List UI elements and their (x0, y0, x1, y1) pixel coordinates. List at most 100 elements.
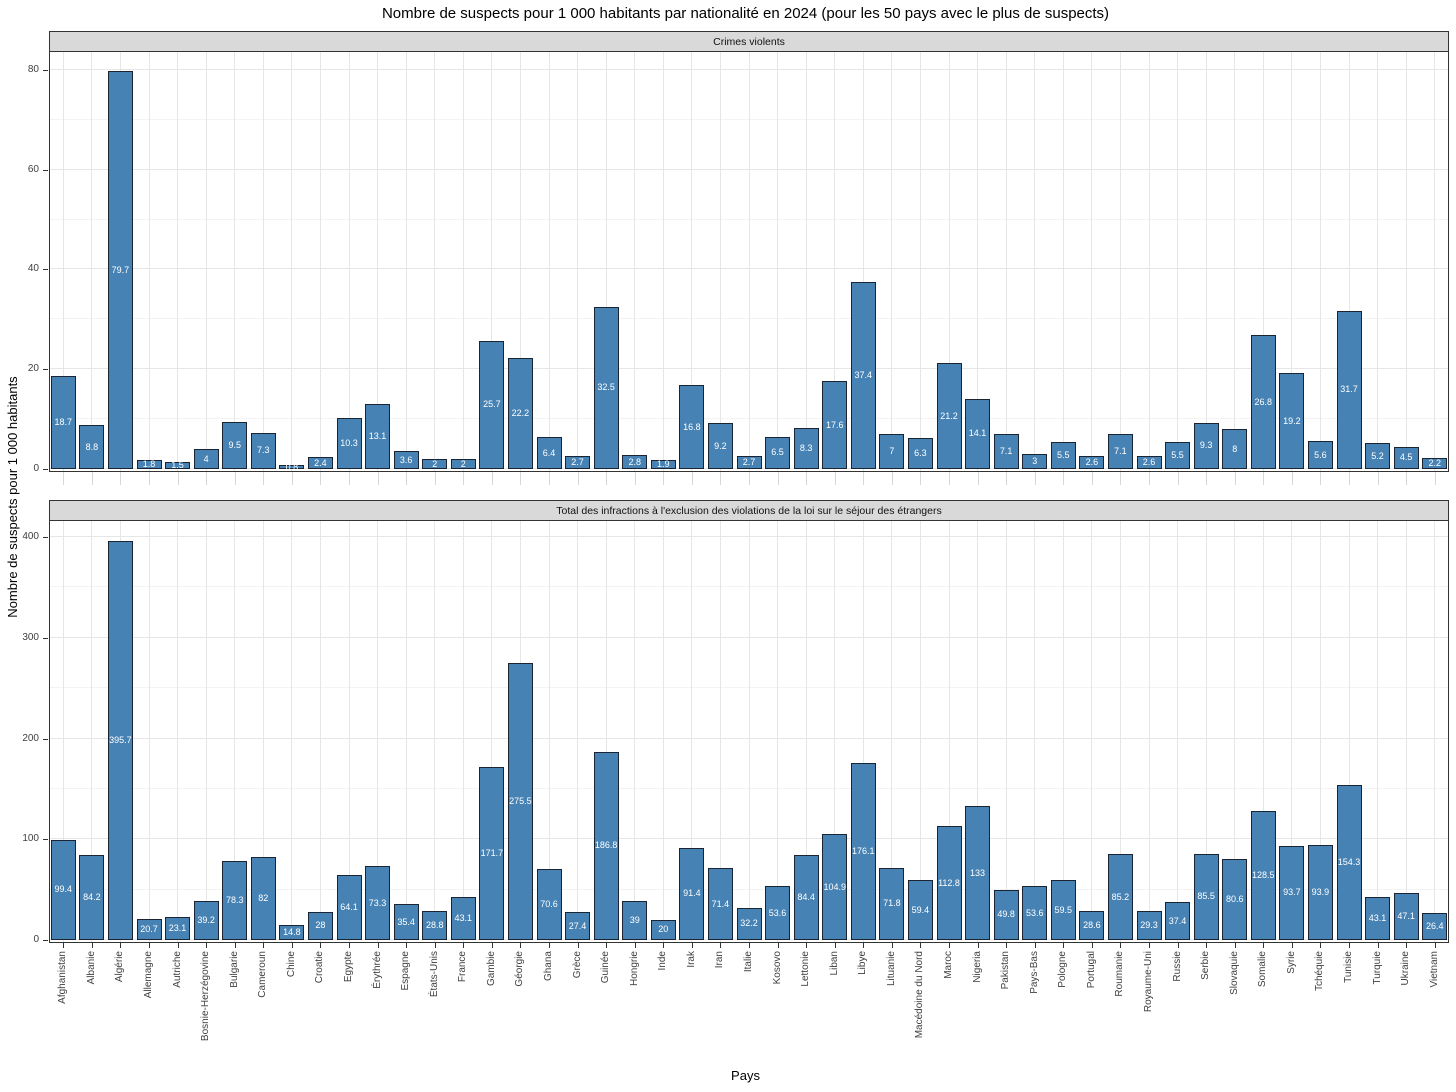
bar-Russie (1165, 902, 1191, 940)
facet-strip-crimes-violents: Crimes violents (49, 31, 1449, 52)
bar-Hongrie (622, 455, 648, 469)
gridline-x (148, 521, 150, 942)
x-axis-label-Grèce: Grèce (571, 951, 583, 979)
x-axis-tick (949, 943, 950, 948)
x-axis-label-Hongrie: Hongrie (628, 951, 640, 987)
x-axis-tick (1434, 472, 1436, 485)
bar-value-label: 39.2 (197, 914, 215, 925)
bar-Egypte (336, 875, 362, 940)
y-axis-tick (43, 169, 48, 171)
bar-Pays-Bas (1022, 454, 1048, 469)
gridline-x (177, 52, 179, 471)
bar-value-label: 31.7 (1340, 384, 1358, 395)
bar-Lettonie (793, 855, 819, 940)
gridline-x (719, 52, 721, 471)
gridline-x (1148, 52, 1150, 471)
bar-value-label: 79.7 (111, 264, 130, 275)
bar-value-label: 3.6 (399, 454, 413, 465)
bar-États-Unis (422, 459, 448, 469)
x-axis-label-Slovaquie: Slovaquie (1228, 951, 1240, 995)
bar-value-label: 26.8 (1254, 396, 1273, 407)
facet-strip-label: Total des infractions à l'exclusion des … (556, 504, 942, 517)
x-axis-tick (320, 943, 322, 948)
bar-Algérie (107, 541, 133, 940)
gridline-x (1405, 521, 1407, 942)
bar-Italie (736, 455, 762, 469)
x-axis-tick (834, 943, 836, 948)
x-axis-tick (663, 472, 665, 485)
bar-Inde (650, 459, 676, 469)
x-axis-label-Géorgie: Géorgie (514, 951, 526, 987)
gridline-x (491, 52, 493, 471)
x-axis-tick (749, 943, 750, 948)
x-axis-tick (720, 472, 722, 485)
x-axis-label-Albanie: Albanie (85, 951, 97, 985)
bar-Somalie (1250, 335, 1276, 469)
x-axis-tick (949, 472, 950, 485)
gridline-x (577, 521, 579, 942)
x-axis-label-Maroc: Maroc (943, 951, 954, 979)
x-axis-tick (463, 472, 465, 485)
gridline-x (1119, 52, 1121, 471)
bar-value-label: 8.8 (85, 441, 99, 452)
bar-Afghanistan (50, 839, 76, 940)
bar-Kosovo (765, 886, 791, 940)
x-axis-tick (863, 472, 865, 485)
x-axis-label-Bosnie-Herzégovine: Bosnie-Herzégovine (200, 951, 212, 1042)
bar-value-label: 2 (432, 458, 438, 469)
bar-value-label: 82 (258, 893, 269, 904)
bar-value-label: 17.6 (825, 419, 844, 430)
bar-Iran (707, 423, 733, 469)
x-axis-tick (663, 943, 665, 948)
y-axis-tick (43, 839, 48, 841)
bar-Maroc (936, 363, 962, 469)
bar-Syrie (1279, 845, 1305, 940)
bar-Bosnie-Herzégovine (193, 900, 219, 940)
bar-value-label: 154.3 (1337, 856, 1361, 867)
x-axis-tick (434, 472, 436, 485)
x-axis-tick (1349, 472, 1350, 485)
bar-Allemagne (136, 919, 162, 940)
bar-value-label: 2.4 (314, 457, 327, 468)
bar-Roumanie (1107, 433, 1133, 469)
bar-Bosnie-Herzégovine (193, 449, 219, 469)
gridline-x (1434, 52, 1436, 471)
x-axis-tick (406, 472, 408, 485)
bar-value-label: 21.2 (940, 410, 958, 421)
bar-Serbie (1193, 853, 1219, 940)
bar-Ukraine (1393, 446, 1419, 469)
gridline-x (948, 52, 950, 471)
bar-Guinée (593, 306, 619, 469)
bar-value-label: 9.5 (228, 439, 241, 450)
bar-Turquie (1365, 443, 1391, 469)
x-axis-tick (834, 472, 836, 485)
gridline-x (1262, 52, 1264, 471)
panel-crimes-violents: 18.7 8.8 79.7 1.8 1.5 4 9.5 7.3 0.8 2.4 10.3 13.1 3.… (49, 51, 1449, 472)
bar-Guinée (593, 751, 619, 940)
gridline-x (62, 521, 64, 942)
bar-value-label: 395.7 (109, 735, 132, 746)
x-axis-tick (1291, 472, 1293, 485)
y-axis-tick (43, 369, 48, 371)
x-axis-tick (377, 943, 379, 948)
bar-Chine (279, 925, 305, 940)
x-axis-tick (1034, 943, 1036, 948)
x-axis-tick (1434, 943, 1436, 948)
bar-Hongrie (622, 900, 648, 940)
bar-Nigeria (965, 806, 991, 940)
bar-Kosovo (765, 436, 791, 469)
gridline-x (777, 52, 779, 471)
x-axis-tick (1177, 943, 1179, 948)
bar-value-label: 13.1 (368, 430, 387, 441)
x-axis-label-Tchéquie: Tchéquie (1314, 951, 1326, 992)
x-axis-tick (63, 943, 65, 948)
x-axis-label-France: France (457, 951, 469, 983)
bar-Royaume-Uni (1136, 910, 1162, 940)
bar-value-label: 64.1 (340, 902, 358, 913)
bar-value-label: 171.7 (480, 848, 504, 859)
x-axis-label-Portugal: Portugal (1085, 951, 1097, 989)
bar-Lituanie (879, 867, 905, 940)
bar-Grèce (565, 455, 591, 469)
bar-value-label: 133 (970, 867, 986, 878)
